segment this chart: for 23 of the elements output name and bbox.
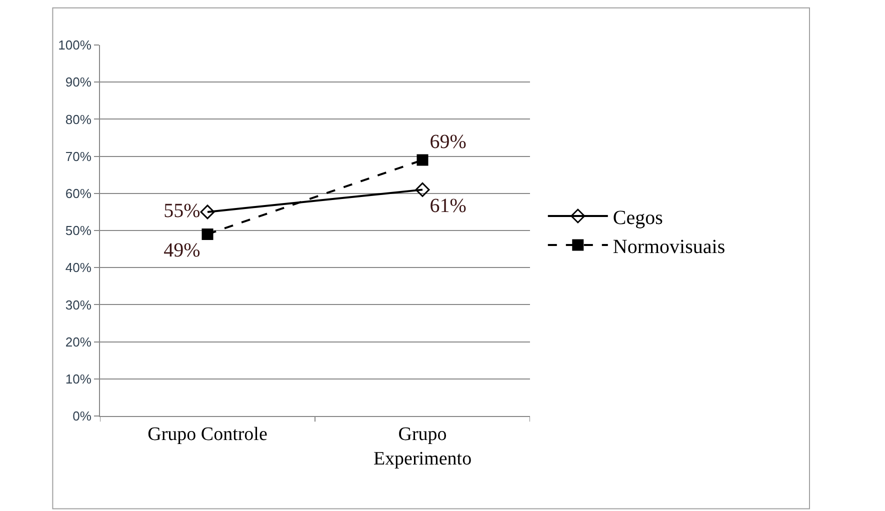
y-tick-label: 20% xyxy=(65,334,92,350)
data-label: 49% xyxy=(164,239,200,262)
y-tick-label: 50% xyxy=(65,223,92,238)
x-tick-label: Grupo Experimento xyxy=(373,424,472,470)
point xyxy=(200,204,215,220)
point xyxy=(202,228,214,240)
legend-label: Normovisuais xyxy=(612,236,726,258)
y-tick-label: 60% xyxy=(65,186,92,201)
x-tick-label: Grupo Controle xyxy=(148,424,268,445)
y-tick-label: 30% xyxy=(65,297,92,312)
y-tick-label: 40% xyxy=(65,260,92,276)
y-tick-label: 0% xyxy=(72,408,92,424)
point xyxy=(415,182,430,197)
y-tick-label: 90% xyxy=(65,74,92,90)
legend-label: Cegos xyxy=(612,206,664,229)
point xyxy=(416,154,428,166)
y-tick-label: 100% xyxy=(58,38,92,53)
y-tick-label: 80% xyxy=(65,112,92,127)
data-label: 69% xyxy=(430,130,466,153)
data-label: 55% xyxy=(164,200,200,222)
y-tick-label: 70% xyxy=(65,148,92,164)
y-tick-label: 10% xyxy=(65,371,92,386)
data-label: 61% xyxy=(430,194,466,217)
